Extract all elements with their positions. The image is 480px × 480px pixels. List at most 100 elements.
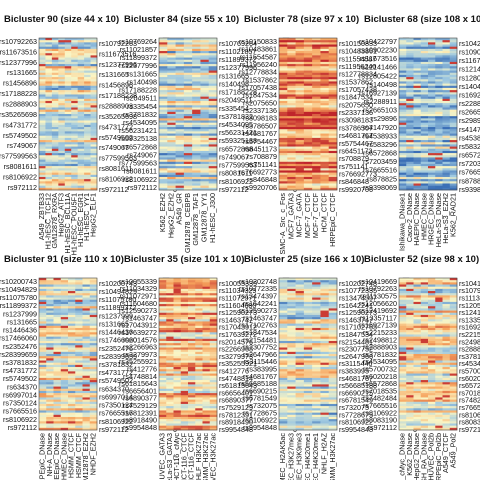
heatmap-cell bbox=[180, 388, 189, 392]
heatmap-cell bbox=[58, 174, 66, 178]
heatmap-cell bbox=[328, 64, 338, 67]
heatmap-cell bbox=[413, 127, 422, 130]
heatmap-cell bbox=[303, 174, 313, 178]
heatmap-cell bbox=[449, 148, 458, 152]
heatmap-cell bbox=[413, 286, 422, 290]
heatmap-cell bbox=[167, 94, 176, 97]
heatmap-cell bbox=[312, 187, 321, 191]
heatmap-cell bbox=[287, 317, 296, 320]
heatmap-cell bbox=[420, 299, 429, 303]
row-label: rs10902230 bbox=[359, 46, 397, 55]
heatmap-cell bbox=[75, 423, 83, 426]
heatmap-cell bbox=[303, 327, 313, 331]
heatmap-cell bbox=[68, 332, 76, 335]
heatmap-cell bbox=[46, 314, 54, 318]
row-label: rs11899372 bbox=[0, 301, 37, 310]
heatmap-cell bbox=[413, 299, 422, 303]
heatmap-cell bbox=[202, 416, 211, 420]
heatmap-cell bbox=[287, 98, 296, 102]
heatmap-frame bbox=[278, 37, 338, 191]
heatmap-cell bbox=[295, 354, 305, 357]
heatmap-cell bbox=[320, 299, 330, 303]
heatmap-cell bbox=[320, 96, 330, 100]
heatmap-cell bbox=[183, 105, 193, 108]
heatmap-cell bbox=[295, 299, 305, 303]
heatmap-cell bbox=[64, 107, 72, 110]
panel-title: Bicluster 25 (size 166 x 10) bbox=[244, 254, 364, 265]
heatmap-cell bbox=[39, 406, 47, 409]
heatmap-cell bbox=[279, 92, 288, 95]
heatmap-cell bbox=[208, 181, 218, 184]
heatmap-cell bbox=[320, 163, 330, 167]
column-label: HCM_CTCF bbox=[320, 192, 329, 232]
heatmap-cell bbox=[420, 321, 429, 324]
heatmap-cell bbox=[60, 310, 69, 314]
row-label: rs335454 bbox=[127, 102, 157, 111]
heatmap-cell bbox=[188, 386, 196, 390]
heatmap-cell bbox=[89, 403, 98, 407]
heatmap-cell bbox=[428, 340, 436, 344]
heatmap-cell bbox=[442, 406, 451, 409]
heatmap-cell bbox=[208, 120, 218, 123]
heatmap-cell bbox=[173, 356, 182, 359]
heatmap-cell bbox=[159, 150, 168, 154]
heatmap-cell bbox=[428, 85, 436, 89]
heatmap-cell bbox=[287, 388, 296, 392]
heatmap-cell bbox=[449, 332, 458, 335]
heatmap-cell bbox=[180, 288, 189, 292]
heatmap-cell bbox=[64, 105, 72, 108]
heatmap-cell bbox=[413, 347, 422, 350]
heatmap-cell bbox=[202, 397, 211, 400]
heatmap-cell bbox=[60, 321, 69, 324]
heatmap-cell bbox=[192, 187, 201, 191]
heatmap-cell bbox=[188, 369, 196, 372]
heatmap-cell bbox=[312, 64, 321, 67]
heatmap-cell bbox=[287, 46, 296, 50]
heatmap-cell bbox=[68, 351, 76, 355]
heatmap-cell bbox=[90, 59, 98, 63]
heatmap-cell bbox=[413, 345, 422, 348]
heatmap-cell bbox=[449, 351, 458, 355]
heatmap-cell bbox=[428, 334, 436, 337]
row-label: rs8106922 bbox=[3, 173, 37, 182]
heatmap-cell bbox=[442, 168, 451, 171]
heatmap-cell bbox=[208, 72, 218, 76]
heatmap-cell bbox=[209, 397, 218, 400]
heatmap-cell bbox=[46, 340, 54, 344]
heatmap-cell bbox=[406, 46, 414, 50]
heatmap-cell bbox=[39, 150, 46, 154]
heatmap-cell bbox=[287, 100, 296, 104]
heatmap-cell bbox=[39, 100, 46, 104]
heatmap-cell bbox=[449, 48, 458, 52]
heatmap-cell bbox=[45, 124, 53, 128]
heatmap-cell bbox=[39, 295, 47, 298]
heatmap-cell bbox=[399, 83, 407, 87]
heatmap-cell bbox=[435, 408, 443, 411]
heatmap-cell bbox=[173, 373, 182, 377]
heatmap-cell bbox=[173, 308, 182, 311]
heatmap-cell bbox=[82, 319, 91, 322]
heatmap-cell bbox=[202, 323, 211, 327]
heatmap-cell bbox=[200, 68, 210, 71]
heatmap-cell bbox=[84, 118, 91, 121]
heatmap-cell bbox=[45, 118, 53, 121]
heatmap-cell bbox=[39, 297, 47, 301]
heatmap-cell bbox=[89, 323, 98, 327]
heatmap-frame bbox=[38, 277, 98, 431]
heatmap-cell bbox=[295, 61, 305, 65]
heatmap-cell bbox=[200, 74, 210, 78]
heatmap-cell bbox=[328, 419, 338, 422]
heatmap-cell bbox=[39, 44, 46, 47]
heatmap-cell bbox=[428, 124, 436, 128]
heatmap-cell bbox=[449, 423, 458, 426]
heatmap-cell bbox=[287, 314, 296, 318]
heatmap-cell bbox=[82, 395, 91, 398]
heatmap-cell bbox=[420, 118, 429, 121]
heatmap-cell bbox=[420, 172, 429, 176]
heatmap-cell bbox=[180, 349, 189, 353]
heatmap-cell bbox=[279, 388, 288, 392]
heatmap-cell bbox=[195, 384, 203, 387]
heatmap-cell bbox=[84, 61, 91, 65]
heatmap-cell bbox=[183, 124, 193, 128]
heatmap-cell bbox=[428, 384, 436, 387]
